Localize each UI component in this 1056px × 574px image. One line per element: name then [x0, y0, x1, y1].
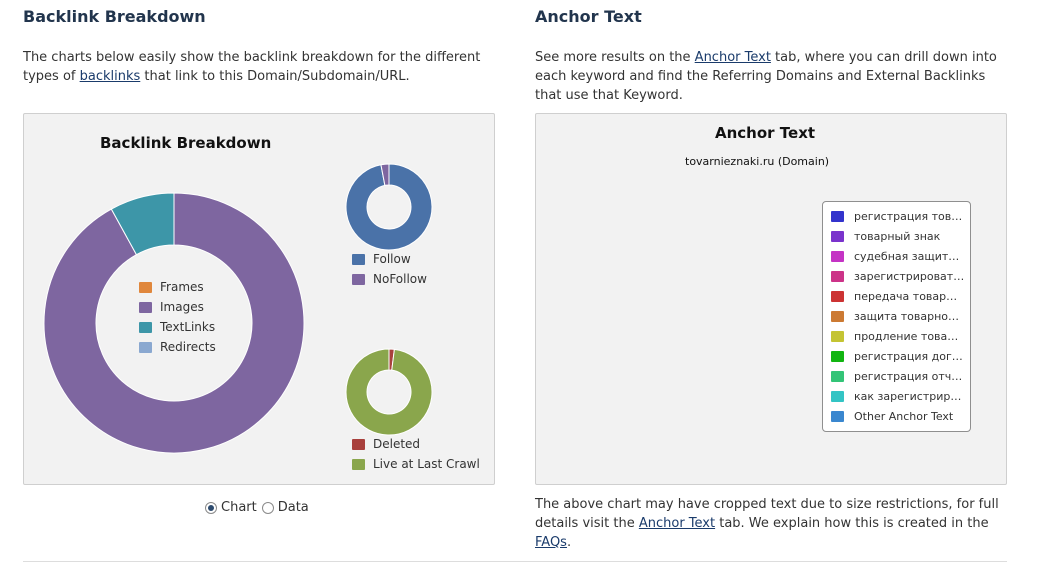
legend-label: Deleted [373, 437, 421, 451]
faqs-link[interactable]: FAQs [535, 535, 567, 550]
legend-label: NoFollow [373, 272, 427, 286]
footnote-text-mid: tab. We explain how this is created in t… [715, 516, 989, 531]
chart-title: Backlink Breakdown [100, 134, 272, 152]
legend-swatch [831, 291, 844, 302]
legend-swatch [139, 321, 152, 333]
legend-swatch [352, 273, 365, 285]
chart-subtitle: tovarnieznaki.ru (Domain) [685, 155, 830, 168]
legend-item-nofollow[interactable]: NoFollow [352, 272, 427, 286]
data-radio-label[interactable]: Data [277, 500, 309, 515]
legend-item[interactable]: передача товар… [831, 290, 957, 303]
legend-label: Live at Last Crawl [373, 457, 480, 471]
legend-item[interactable]: регистрация дог… [831, 350, 963, 363]
legend-item[interactable]: защита товарно… [831, 310, 959, 323]
legend-swatch [139, 301, 152, 313]
legend-swatch [352, 438, 365, 450]
legend-swatch [831, 351, 844, 362]
section-description: The charts below easily show the backlin… [23, 48, 498, 86]
description-text: See more results on the [535, 50, 695, 65]
footnote-text-end: . [566, 535, 572, 550]
divider [23, 561, 1007, 562]
legend-swatch [831, 271, 844, 282]
view-toggle: Chart Data [205, 500, 309, 515]
legend-swatch [352, 458, 365, 470]
legend-label: зарегистрироват… [854, 270, 965, 283]
legend-item[interactable]: регистрация тов… [831, 210, 962, 223]
chart-title: Anchor Text [715, 124, 816, 142]
legend-item-images[interactable]: Images [139, 300, 204, 314]
legend-swatch [352, 253, 365, 265]
anchor-text-section: Anchor Text See more results on the Anch… [535, 0, 1015, 105]
legend-label: как зарегистрир… [854, 390, 962, 403]
legend-swatch [831, 251, 844, 262]
chart-footnote: The above chart may have cropped text du… [535, 495, 1015, 552]
legend-swatch [831, 331, 844, 342]
legend-swatch [139, 281, 152, 293]
anchor-text-tab-link[interactable]: Anchor Text [694, 50, 771, 65]
section-title: Backlink Breakdown [23, 7, 206, 26]
legend-item-deleted[interactable]: Deleted [352, 437, 420, 451]
slice-textlinks[interactable] [110, 192, 175, 256]
chart-radio[interactable] [205, 501, 217, 514]
slice-live-at-last-crawl[interactable] [345, 348, 433, 436]
legend-label: TextLinks [160, 320, 216, 334]
legend-label: Redirects [160, 340, 216, 354]
legend-label: продление това… [854, 330, 959, 343]
legend-item[interactable]: Other Anchor Text [831, 410, 953, 423]
legend-label: защита товарно… [854, 310, 960, 323]
legend-swatch [831, 371, 844, 382]
description-text-end: that link to this Domain/Subdomain/URL. [140, 69, 410, 84]
legend-label: регистрация дог… [854, 350, 963, 363]
slice-nofollow[interactable] [380, 163, 390, 186]
anchor-text-legend: регистрация тов… товарный знак судебная за… [822, 201, 971, 432]
chart-radio-label[interactable]: Chart [221, 500, 257, 515]
slice-follow[interactable] [345, 163, 433, 251]
backlink-types-donut [43, 192, 305, 454]
legend-item[interactable]: регистрация отч… [831, 370, 962, 383]
section-title: Anchor Text [535, 7, 642, 26]
data-radio[interactable] [261, 501, 274, 514]
legend-item-live[interactable]: Live at Last Crawl [352, 457, 480, 471]
legend-item[interactable]: как зарегистрир… [831, 390, 961, 403]
legend-item[interactable]: продление това… [831, 330, 958, 343]
legend-label: передача товар… [854, 290, 958, 303]
legend-item[interactable]: зарегистрироват… [831, 270, 964, 283]
legend-label: судебная защит… [854, 250, 960, 263]
legend-label: Frames [160, 280, 204, 294]
legend-label: регистрация отч… [854, 370, 963, 383]
legend-label: Other Anchor Text [854, 410, 954, 423]
legend-label: Images [160, 300, 204, 314]
legend-item-redirects[interactable]: Redirects [139, 340, 216, 354]
description-text: The charts below easily show the backlin… [23, 50, 481, 84]
legend-item[interactable]: товарный знак [831, 230, 940, 243]
legend-swatch [831, 231, 844, 242]
anchor-text-tab-link-footer[interactable]: Anchor Text [638, 516, 716, 531]
legend-item[interactable]: судебная защит… [831, 250, 959, 263]
legend-swatch [831, 391, 844, 402]
legend-item-follow[interactable]: Follow [352, 252, 411, 266]
backlinks-link[interactable]: backlinks [79, 69, 141, 84]
legend-item-textlinks[interactable]: TextLinks [139, 320, 215, 334]
legend-swatch [831, 311, 844, 322]
legend-swatch [139, 341, 152, 353]
legend-label: регистрация тов… [854, 210, 963, 223]
footnote-text: The above chart may have cropped text du… [535, 497, 999, 531]
section-description: See more results on the Anchor Text tab,… [535, 48, 1015, 105]
legend-label: Follow [373, 252, 411, 266]
description-text-end: tab, where you can drill down into each … [535, 50, 997, 103]
backlink-breakdown-section: Backlink Breakdown The charts below easi… [23, 0, 498, 86]
follow-nofollow-donut [345, 163, 433, 251]
legend-label: товарный знак [854, 230, 941, 243]
legend-item-frames[interactable]: Frames [139, 280, 204, 294]
slice-images[interactable] [43, 192, 305, 454]
legend-swatch [831, 211, 844, 222]
legend-swatch [831, 411, 844, 422]
deleted-live-donut [345, 348, 433, 436]
